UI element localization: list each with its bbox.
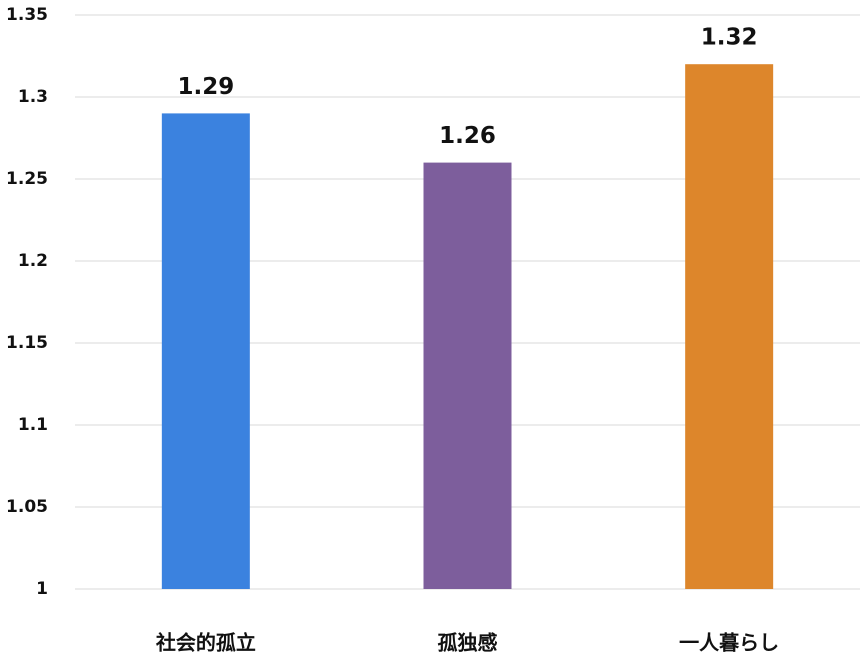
value-label: 1.26	[439, 123, 496, 149]
y-tick-label: 1.2	[18, 251, 48, 271]
y-tick-label: 1.05	[6, 497, 48, 517]
bar	[685, 64, 774, 589]
x-tick-label: 社会的孤立	[155, 631, 256, 655]
y-tick-label: 1.35	[6, 5, 48, 25]
value-label: 1.29	[177, 74, 234, 100]
y-tick-label: 1.3	[18, 87, 48, 107]
value-label: 1.32	[701, 25, 758, 51]
x-tick-label: 一人暮らし	[679, 631, 779, 655]
y-tick-label: 1.1	[18, 415, 48, 435]
y-tick-label: 1.15	[6, 333, 48, 353]
y-tick-label: 1.25	[6, 169, 48, 189]
bar	[161, 113, 250, 590]
y-tick-label: 1	[36, 579, 48, 599]
bar	[423, 162, 512, 589]
x-tick-label: 孤独感	[438, 631, 498, 655]
